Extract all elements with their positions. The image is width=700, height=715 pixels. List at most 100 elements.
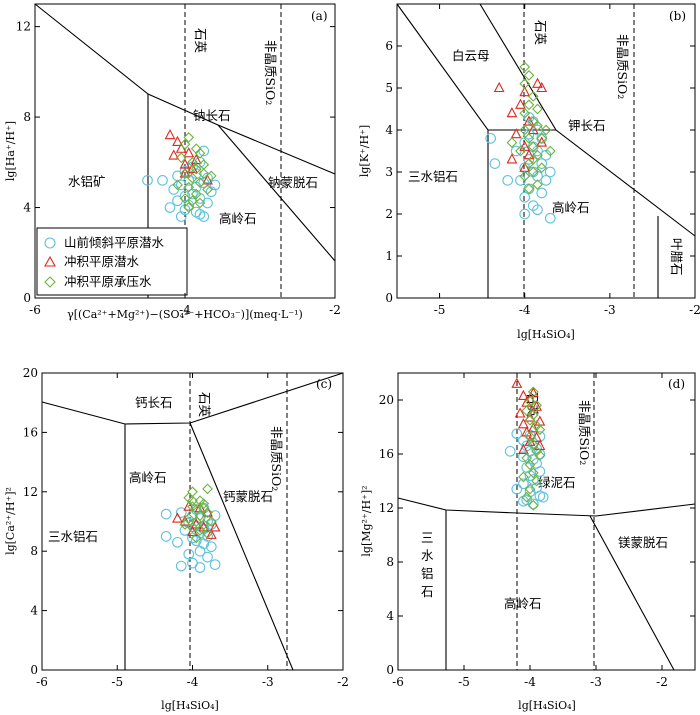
data-point-diamond [187, 522, 198, 533]
data-point-diamond [190, 163, 202, 175]
data-point-circle [160, 530, 172, 542]
data-point-circle [157, 175, 168, 186]
data-point-diamond [527, 439, 539, 450]
x-tick-label: -3 [262, 675, 274, 689]
data-point-diamond [187, 156, 198, 168]
data-point-triangle [168, 149, 180, 160]
data-point-circle [202, 551, 213, 563]
data-point-triangle [527, 123, 539, 135]
data-point-diamond [194, 177, 206, 189]
y-tick-label: 0 [385, 291, 393, 305]
y-tick-label: 12 [16, 20, 31, 34]
region-label-d-char: 三 [421, 530, 434, 545]
data-point-diamond [519, 124, 531, 136]
data-point-diamond [532, 179, 543, 190]
data-point-diamond [202, 184, 213, 195]
y-tick-label: 3 [385, 165, 393, 179]
x-tick-label: -2 [337, 675, 349, 689]
data-point-diamond [202, 507, 213, 518]
legend-label: 山前倾斜平原潜水 [64, 235, 165, 250]
data-point-diamond [179, 168, 191, 179]
data-point-diamond [524, 431, 536, 442]
x-tick-label: -4 [187, 675, 199, 689]
region-label-b: 高岭石 [552, 200, 590, 215]
data-point-circle [205, 186, 217, 198]
y-tick-label: 4 [385, 123, 393, 137]
x-tick-label: -3 [590, 675, 602, 689]
data-point-circle [537, 491, 549, 503]
x-tick-label: -2 [656, 675, 668, 689]
data-point-triangle [506, 107, 518, 118]
legend-marker-triangle [44, 255, 56, 267]
boundary-a-albite [147, 93, 336, 175]
data-point-circle [523, 154, 535, 165]
y-tick-label: 20 [379, 393, 394, 407]
legend-marker-diamond [44, 276, 56, 288]
data-point-diamond [515, 145, 526, 157]
data-point-triangle [514, 407, 526, 418]
data-point-diamond [521, 491, 533, 503]
panel-d: (d) 三 水 铝 石 高岭石 绿泥石 镁蒙脱石 石英 非晶质SiO₂ lg[M… [360, 372, 696, 712]
x-tick-label: -4 [519, 303, 531, 317]
data-point-diamond [527, 154, 539, 165]
data-point-triangle [179, 515, 191, 526]
data-point-diamond [187, 195, 198, 207]
data-point-diamond [175, 152, 187, 164]
data-point-circle [179, 525, 191, 536]
x-tick-label: -6 [36, 675, 48, 689]
data-point-circle [534, 466, 546, 477]
y-tick-label: 4 [30, 604, 38, 618]
data-point-triangle [532, 77, 543, 88]
data-point-diamond [524, 414, 536, 426]
data-point-diamond [527, 141, 539, 153]
panel-3-marks: -6 -5 -4 -3 -2 0 4 8 12 16 20 [379, 373, 695, 689]
region-label-c: 三水铝石 [48, 529, 98, 544]
region-label-d-vertical: 非晶质SiO₂ [577, 400, 592, 465]
y-tick-label: 0 [23, 291, 31, 305]
y-tick-label: 8 [386, 555, 394, 569]
data-point-diamond [190, 188, 202, 200]
panel-b-frame [396, 3, 696, 299]
data-point-diamond [521, 405, 533, 417]
x-tick-label: -6 [29, 303, 41, 317]
data-point-circle [502, 175, 514, 186]
data-point-triangle [536, 136, 548, 147]
region-label-d-char: 水 [421, 548, 434, 563]
region-label-d-char: 石 [421, 584, 434, 599]
x-axis-label-d: lg[H₄SiO₄] [518, 699, 576, 712]
data-point-circle [190, 535, 202, 547]
data-point-circle [519, 191, 531, 203]
x-tick-label: -5 [458, 675, 470, 689]
boundary-b-muscovite [396, 3, 556, 131]
data-point-diamond [179, 193, 191, 204]
y-axis-label-b: lg[K⁺/H⁺] [358, 125, 371, 177]
data-point-circle [519, 208, 531, 220]
data-point-diamond [202, 528, 213, 539]
data-point-diamond [519, 61, 531, 73]
region-label-a: 高岭石 [219, 211, 257, 226]
data-point-diamond [179, 138, 191, 150]
data-point-diamond [198, 502, 210, 514]
data-point-circle [175, 560, 187, 572]
data-point-triangle [172, 512, 183, 523]
panel-1-marks: -5 -4 -3 -2 0 1 2 3 4 5 6 [385, 4, 700, 317]
legend-label: 冲积平原承压水 [64, 274, 152, 289]
x-tick-label: -4 [179, 303, 191, 317]
data-point-circle [194, 545, 206, 557]
data-point-triangle [183, 500, 195, 511]
boundary-b-kfeldspar [479, 3, 696, 237]
region-label-d: 高岭石 [504, 596, 542, 611]
region-label-a: 钠长石 [193, 108, 231, 123]
data-point-circle [175, 211, 187, 222]
y-tick-label: 16 [23, 425, 38, 439]
data-point-triangle [519, 86, 531, 97]
panel-label-d: (d) [668, 377, 685, 391]
panel-label-c: (c) [316, 377, 332, 391]
region-label-b-vertical: 石英 [533, 20, 548, 46]
data-point-diamond [183, 181, 195, 193]
data-point-diamond [536, 133, 548, 144]
data-point-triangle [517, 418, 529, 429]
region-label-b: 三水铝石 [408, 169, 458, 184]
data-point-diamond [205, 516, 217, 527]
